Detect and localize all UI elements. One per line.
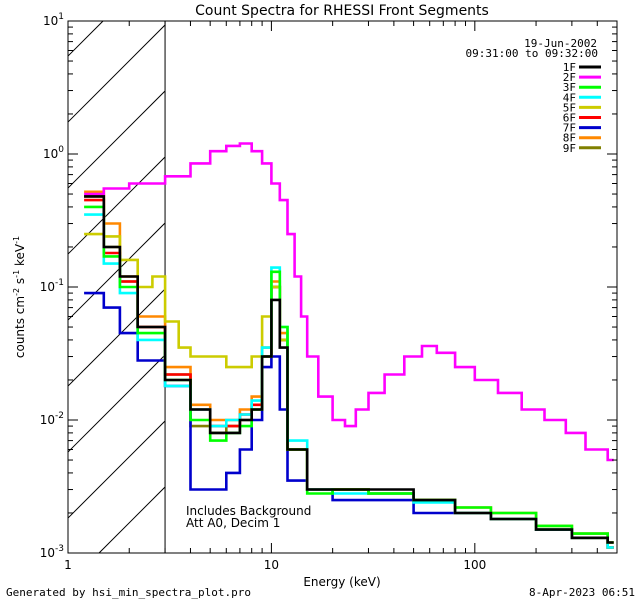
x-tick-label: 10	[264, 558, 279, 572]
series-line-9F	[84, 195, 614, 549]
y-tick-label: 101	[43, 12, 64, 28]
legend-label-2F: 2F	[563, 71, 576, 84]
hatch-line	[67, 420, 166, 519]
y-tick-label: 100	[43, 145, 64, 161]
observation-time-range: 09:31:00 to 09:32:00	[466, 47, 598, 60]
series-line-3F	[84, 205, 614, 544]
hatch-line	[98, 486, 166, 554]
legend-label-8F: 8F	[563, 132, 576, 145]
axes: 1 10 100 10-3 10-2 10-1 100 101 counts cm-2 s-1 …	[12, 12, 618, 572]
series-clip-group	[84, 142, 614, 549]
hatch-line	[67, 24, 166, 123]
hatch-line	[67, 90, 166, 189]
y-tick-label: 10-1	[40, 278, 64, 294]
hatch-line	[67, 288, 166, 387]
background-note: Includes Background	[186, 504, 311, 518]
legend-label-3F: 3F	[563, 81, 576, 94]
x-tick-label: 1	[64, 558, 72, 572]
series-line-7F	[84, 291, 614, 549]
series-line-1F	[84, 195, 614, 544]
x-tick-label: 100	[463, 558, 486, 572]
legend-label-9F: 9F	[563, 142, 576, 155]
series-line-4F	[84, 213, 614, 549]
footer-generated-by: Generated by hsi_min_spectra_plot.pro	[6, 586, 251, 599]
attenuator-note: Att A0, Decim 1	[186, 516, 280, 530]
x-axis-label: Energy (keV)	[303, 575, 380, 589]
hatch-line	[67, 354, 166, 453]
legend-label-5F: 5F	[563, 101, 576, 114]
legend-label-4F: 4F	[563, 91, 576, 104]
legend-label-6F: 6F	[563, 112, 576, 125]
observation-date: 19-Jun-2002	[524, 37, 597, 50]
legend-label-1F: 1F	[563, 61, 576, 74]
y-tick-label: 10-2	[40, 411, 64, 427]
legend-label-7F: 7F	[563, 122, 576, 135]
footer-timestamp: 8-Apr-2023 06:51	[529, 586, 635, 599]
hatch-line	[67, 222, 166, 321]
hatch-line	[67, 20, 104, 57]
y-tick-label: 10-3	[40, 544, 64, 560]
excluded-region-hatch	[67, 20, 166, 554]
chart-title: Count Spectra for RHESSI Front Segments	[195, 3, 489, 19]
series-layer	[84, 142, 614, 549]
y-axis-label: counts cm-2 s-1 keV-1	[12, 236, 27, 358]
series-line-2F	[84, 142, 614, 462]
hatch-line	[67, 156, 166, 255]
series-line-6F	[84, 198, 614, 549]
